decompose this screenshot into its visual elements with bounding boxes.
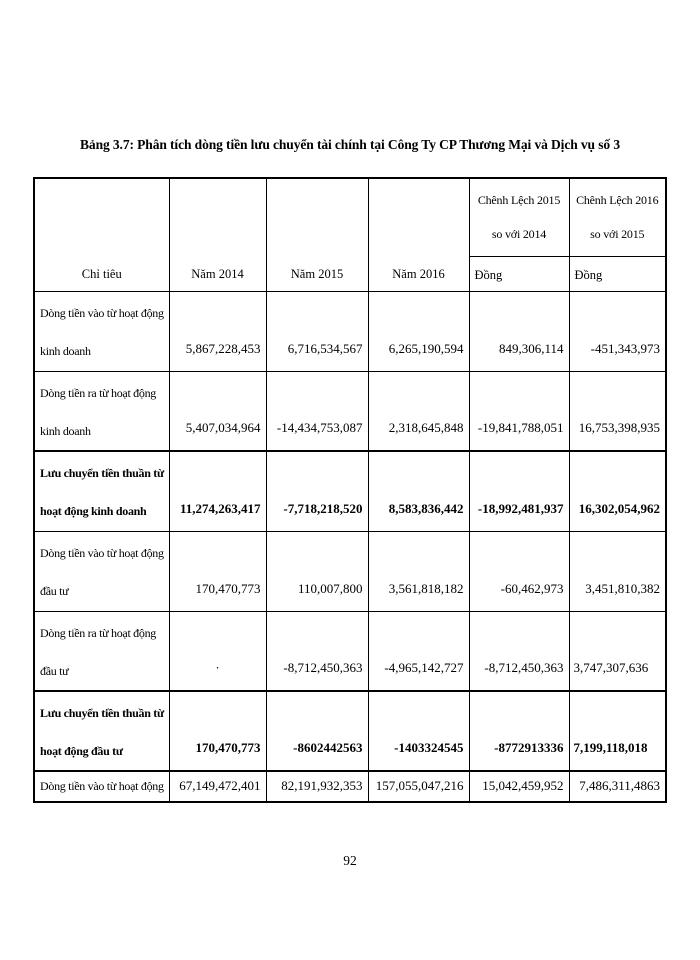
cell-value: 67,149,472,401 (168, 770, 267, 803)
cell-value: -451,343,973 (568, 290, 667, 372)
header-unit-dong-2016: Đồng (568, 255, 667, 292)
cell-value: 15,042,459,952 (468, 770, 570, 803)
cell-value: 157,055,047,216 (367, 770, 470, 803)
header-chenh-lech-2015: Chênh Lệch 2015 so với 2014 (468, 177, 570, 257)
row-label: Lưu chuyển tiền thuần từ hoạt động đầu t… (33, 690, 170, 772)
row-label-line2: kinh doanh (40, 343, 91, 358)
header-nam-2014: Năm 2014 (168, 177, 267, 292)
cell-value: 3,451,810,382 (568, 530, 667, 612)
header-unit-dong-2015: Đồng (468, 255, 570, 292)
table-caption: Bảng 3.7: Phân tích dòng tiền lưu chuyển… (80, 137, 620, 152)
row-label-line1: Dòng tiền vào từ hoạt động (40, 545, 164, 560)
cell-value: 5,867,228,453 (168, 290, 267, 372)
header-chenh-lech-2015-line2: so với 2014 (491, 227, 547, 242)
row-label-line1: Dòng tiền ra từ hoạt động (40, 385, 156, 400)
table-row-total: Lưu chuyển tiền thuần từ hoạt động đầu t… (33, 690, 667, 772)
cell-value: -8,712,450,363 (468, 610, 570, 692)
cell-value: 8,583,836,442 (367, 450, 470, 532)
cell-value: -8772913336 (468, 690, 570, 772)
row-label-line2: hoạt động kinh doanh (40, 504, 147, 518)
cell-value: 5,407,034,964 (168, 370, 267, 452)
cell-value: -8602442563 (265, 690, 369, 772)
cell-value: -8,712,450,363 (265, 610, 369, 692)
cell-value: -60,462,973 (468, 530, 570, 612)
header-row-top: Chỉ tiêu Năm 2014 Năm 2015 Năm 2016 Chên… (33, 177, 667, 292)
row-label-line1: Dòng tiền vào từ hoạt động (40, 778, 164, 793)
page-number: 92 (343, 853, 357, 868)
cell-value: 7,199,118,018 (568, 690, 667, 772)
cell-value: 3,561,818,182 (367, 530, 470, 612)
cell-value: -7,718,218,520 (265, 450, 369, 532)
cell-value: 3,747,307,636 (568, 610, 667, 692)
header-chi-tieu: Chỉ tiêu (33, 177, 170, 292)
table-row: Dòng tiền vào từ hoạt động đầu tư 170,47… (33, 530, 667, 612)
row-label-line2: đầu tư (40, 663, 69, 678)
table-row: Dòng tiền ra từ hoạt động kinh doanh 5,4… (33, 370, 667, 452)
table-row: Dòng tiền vào từ hoạt động kinh doanh 5,… (33, 290, 667, 372)
row-label-line2: đầu tư (40, 583, 69, 598)
cell-value: 6,716,534,567 (265, 290, 369, 372)
table-row-total: Lưu chuyển tiền thuần từ hoạt động kinh … (33, 450, 667, 532)
header-chenh-lech-2016-line2: so với 2015 (590, 227, 645, 242)
cell-value: 16,302,054,962 (568, 450, 667, 532)
row-label: Lưu chuyển tiền thuần từ hoạt động kinh … (33, 450, 170, 532)
row-label-line1: Lưu chuyển tiền thuần từ (40, 706, 164, 720)
table-row: Dòng tiền vào từ hoạt động 67,149,472,40… (33, 770, 667, 803)
cell-value: -18,992,481,937 (468, 450, 570, 532)
header-chenh-lech-2016-line1: Chênh Lệch 2016 (576, 193, 659, 208)
cell-value: -14,434,753,087 (265, 370, 369, 452)
row-label: Dòng tiền vào từ hoạt động (33, 770, 170, 803)
cell-value: 110,007,800 (265, 530, 369, 612)
row-label-line2: kinh doanh (40, 423, 91, 438)
cell-value: 170,470,773 (168, 690, 267, 772)
header-chenh-lech-2015-line1: Chênh Lệch 2015 (477, 193, 561, 208)
row-label: Dòng tiền ra từ hoạt động kinh doanh (33, 370, 170, 452)
row-label-line1: Lưu chuyển tiền thuần từ (40, 466, 164, 480)
row-label-line1: Dòng tiền ra từ hoạt động (40, 625, 156, 640)
cell-value: -19,841,788,051 (468, 370, 570, 452)
cell-value: 6,265,190,594 (367, 290, 470, 372)
header-nam-2016: Năm 2016 (367, 177, 470, 292)
header-chenh-lech-2016: Chênh Lệch 2016 so với 2015 (568, 177, 667, 257)
cash-flow-table: Chỉ tiêu Năm 2014 Năm 2015 Năm 2016 Chên… (33, 177, 667, 803)
row-label: Dòng tiền ra từ hoạt động đầu tư (33, 610, 170, 692)
cell-value: 16,753,398,935 (568, 370, 667, 452)
table-row: Dòng tiền ra từ hoạt động đầu tư · -8,71… (33, 610, 667, 692)
row-label-line2: hoạt động đầu tư (40, 744, 123, 758)
row-label: Dòng tiền vào từ hoạt động kinh doanh (33, 290, 170, 372)
cell-value: 11,274,263,417 (168, 450, 267, 532)
cell-value: · (168, 610, 267, 692)
cell-value: 849,306,114 (468, 290, 570, 372)
cell-value: -4,965,142,727 (367, 610, 470, 692)
cell-value: 7,486,311,4863 (568, 770, 667, 803)
header-nam-2015: Năm 2015 (265, 177, 369, 292)
cell-value: 2,318,645,848 (367, 370, 470, 452)
row-label: Dòng tiền vào từ hoạt động đầu tư (33, 530, 170, 612)
row-label-line1: Dòng tiền vào từ hoạt động (40, 305, 164, 320)
cell-value: 170,470,773 (168, 530, 267, 612)
cell-value: -1403324545 (367, 690, 470, 772)
cell-value: 82,191,932,353 (265, 770, 369, 803)
header-row-unit: Đồng Đồng (34, 255, 667, 292)
